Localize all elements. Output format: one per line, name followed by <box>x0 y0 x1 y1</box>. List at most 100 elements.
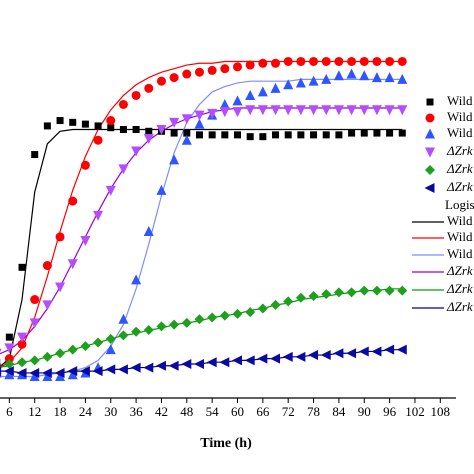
point <box>144 83 154 93</box>
x-tick-label: 42 <box>155 404 168 419</box>
point <box>371 105 382 116</box>
point <box>181 317 192 328</box>
x-tick-label: 12 <box>28 404 41 419</box>
point <box>295 351 306 362</box>
x-tick-label: 84 <box>332 404 346 419</box>
point <box>295 292 306 303</box>
point <box>258 58 268 68</box>
point <box>322 131 330 139</box>
point <box>42 351 53 362</box>
point <box>271 58 281 68</box>
point <box>130 362 141 373</box>
point <box>41 367 52 378</box>
x-tick-label: 108 <box>431 404 451 419</box>
legend-label: ΔZrk <box>446 281 473 296</box>
point <box>17 332 28 343</box>
point <box>131 90 141 100</box>
point <box>169 154 180 165</box>
point <box>219 357 230 368</box>
point <box>207 65 217 75</box>
point <box>396 344 407 355</box>
point <box>105 364 116 375</box>
point <box>397 285 408 296</box>
point <box>359 56 369 66</box>
x-axis-label: Time (h) <box>200 436 252 451</box>
point <box>232 308 243 319</box>
point <box>155 360 166 371</box>
point <box>68 196 78 206</box>
point <box>347 56 357 66</box>
legend-marker <box>425 128 435 139</box>
point <box>284 131 292 139</box>
point <box>18 263 26 271</box>
point <box>233 62 242 72</box>
point <box>29 318 40 329</box>
point <box>359 70 370 81</box>
point <box>118 99 128 109</box>
point <box>297 131 305 139</box>
point <box>143 362 154 373</box>
point <box>384 344 395 355</box>
point <box>232 355 242 366</box>
point <box>156 184 167 195</box>
point <box>219 107 230 118</box>
point <box>245 105 256 116</box>
point <box>398 129 406 137</box>
point <box>372 56 382 66</box>
point <box>119 126 127 133</box>
point <box>143 324 154 335</box>
point <box>333 287 344 298</box>
point <box>0 348 2 353</box>
point <box>234 131 241 139</box>
point <box>118 164 129 175</box>
point <box>308 290 319 301</box>
point <box>232 107 243 118</box>
point <box>245 307 256 318</box>
x-tick-label: 90 <box>358 404 371 419</box>
point <box>295 105 306 116</box>
point <box>42 371 53 382</box>
point <box>79 366 90 377</box>
point <box>283 56 293 66</box>
point <box>143 133 154 144</box>
point <box>181 358 192 369</box>
legend-marker <box>425 165 435 175</box>
point <box>335 131 343 139</box>
point <box>397 56 407 66</box>
point <box>348 129 356 137</box>
point <box>105 185 116 196</box>
point <box>194 67 204 77</box>
x-tick-label: 72 <box>282 404 295 419</box>
legend-label: Wild <box>447 246 473 261</box>
point <box>131 146 142 157</box>
point <box>397 105 408 116</box>
point <box>131 326 142 337</box>
point <box>117 364 128 375</box>
point <box>183 129 191 137</box>
x-tick-label: 102 <box>405 404 425 419</box>
point <box>244 355 255 366</box>
point <box>17 339 27 349</box>
point <box>55 232 65 242</box>
point <box>257 353 268 364</box>
point <box>29 355 40 366</box>
point <box>105 333 116 344</box>
point <box>193 358 204 369</box>
point <box>245 60 255 70</box>
point <box>54 367 65 378</box>
legend-label: Wild <box>447 125 473 140</box>
point <box>0 366 2 377</box>
point <box>321 73 332 84</box>
point <box>360 129 368 137</box>
point <box>371 285 382 296</box>
point <box>29 367 40 378</box>
x-tick-label: 24 <box>79 404 93 419</box>
x-tick-label: 18 <box>54 404 67 419</box>
legend-title: Logis <box>445 197 474 212</box>
point <box>295 77 306 88</box>
point <box>17 357 28 368</box>
point <box>80 235 91 246</box>
point <box>42 300 53 311</box>
point <box>346 287 357 298</box>
